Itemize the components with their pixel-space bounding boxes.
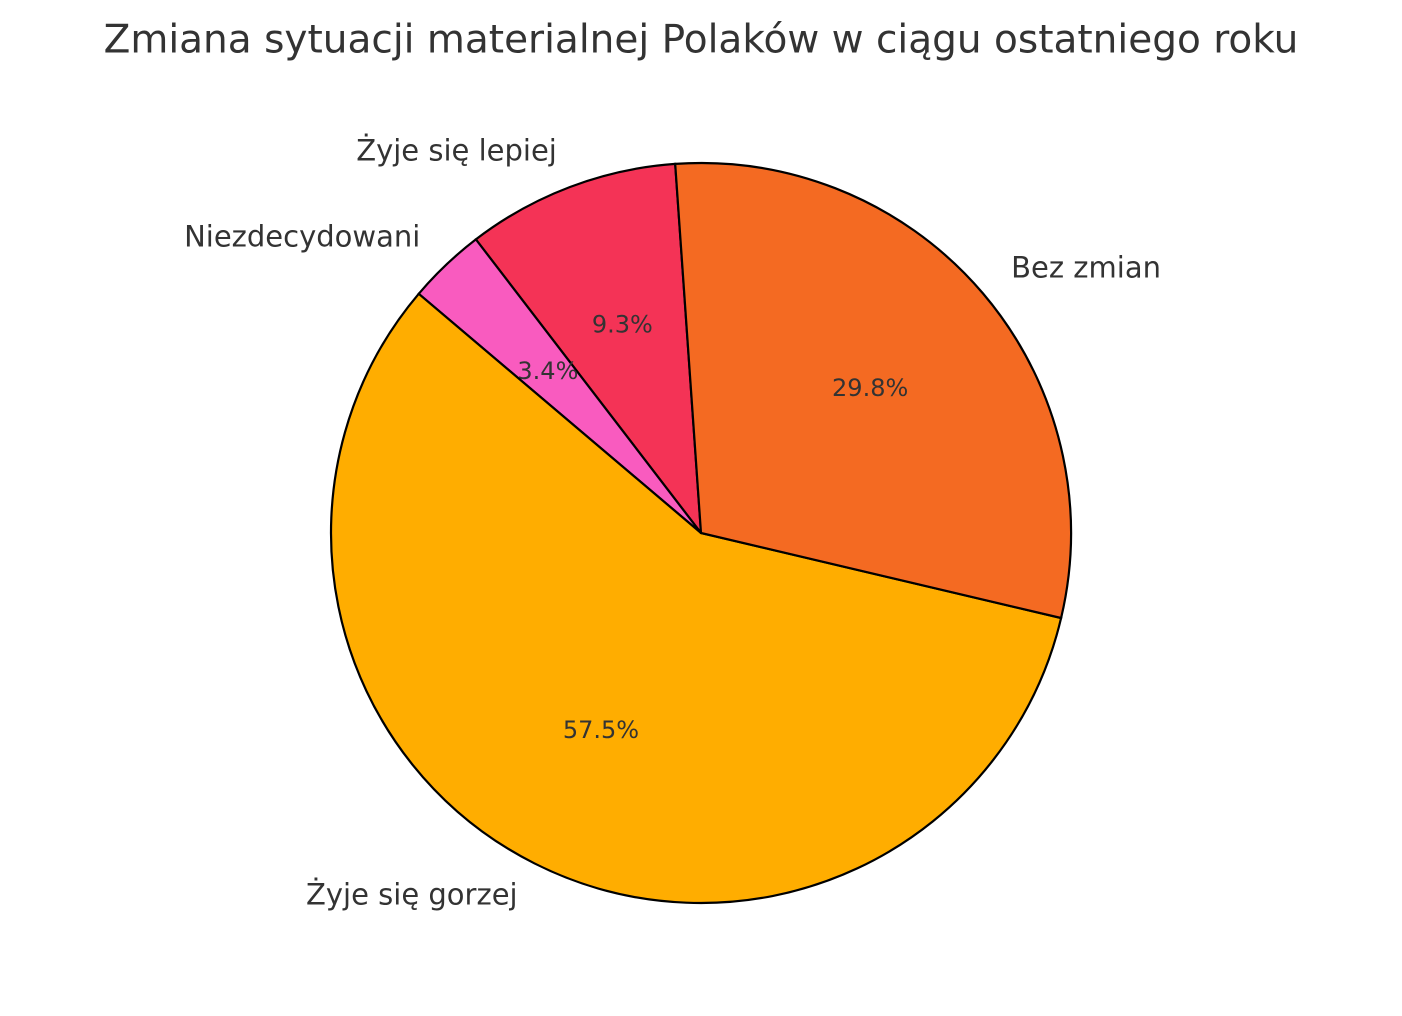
pie-slice — [329, 292, 1063, 905]
pie-slice — [474, 162, 703, 537]
slice-label: Żyje się gorzej — [306, 877, 518, 911]
slice-label: Bez zmian — [1011, 250, 1161, 284]
value-label: 9.3% — [592, 310, 653, 338]
value-label: 3.4% — [517, 357, 578, 385]
slice-label: Niezdecydowani — [184, 219, 420, 253]
slice-label: Żyje się lepiej — [356, 133, 557, 167]
value-label: 57.5% — [563, 716, 639, 744]
pie-slice — [674, 161, 1073, 620]
value-label: 29.8% — [832, 374, 908, 402]
chart-title: Zmiana sytuacji materialnej Polaków w ci… — [104, 18, 1299, 63]
